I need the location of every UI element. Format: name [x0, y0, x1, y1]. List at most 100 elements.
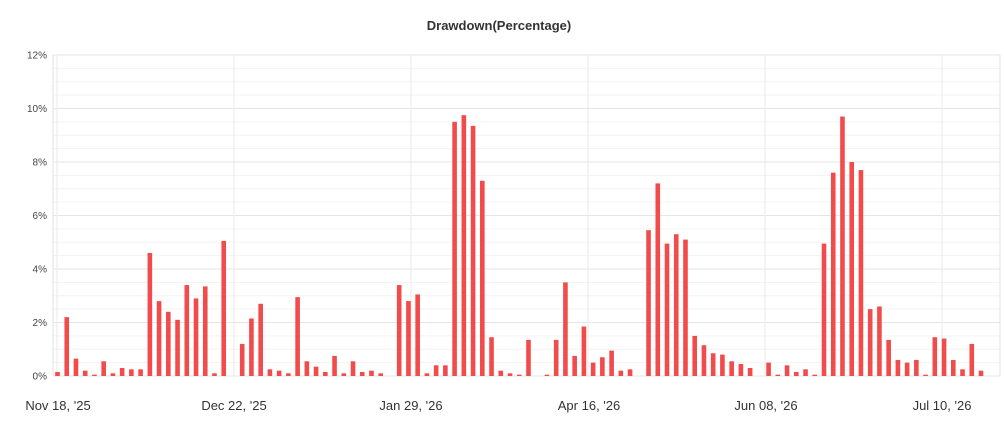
drawdown-bar — [82, 370, 88, 376]
drawdown-bar — [840, 116, 845, 376]
drawdown-bar — [249, 318, 254, 376]
drawdown-bar — [498, 370, 504, 376]
drawdown-bar — [830, 172, 836, 376]
drawdown-bar — [129, 369, 134, 376]
drawdown-bar — [73, 358, 79, 376]
chart-title: Drawdown(Percentage) — [427, 18, 571, 33]
drawdown-bar — [720, 354, 725, 376]
x-tick-label: Dec 22, '25 — [201, 398, 266, 413]
drawdown-bar — [803, 369, 808, 376]
drawdown-bar — [341, 373, 347, 376]
drawdown-bar — [175, 319, 180, 376]
y-tick-label: 6% — [33, 211, 48, 222]
drawdown-bar — [775, 374, 781, 376]
drawdown-bar — [590, 362, 596, 377]
drawdown-bar — [433, 365, 439, 376]
drawdown-bar — [600, 357, 605, 376]
drawdown-bar — [239, 343, 245, 376]
drawdown-bar — [276, 370, 282, 376]
drawdown-bar — [92, 374, 97, 376]
drawdown-bar — [664, 243, 670, 376]
drawdown-bar — [119, 367, 125, 376]
drawdown-bar — [951, 359, 956, 376]
drawdown-bar — [692, 335, 698, 377]
y-tick-label: 8% — [33, 158, 48, 169]
drawdown-bar — [516, 374, 522, 376]
drawdown-bar — [202, 286, 208, 376]
y-tick-label: 10% — [27, 104, 47, 115]
drawdown-bar — [480, 180, 485, 376]
drawdown-bar — [701, 345, 707, 376]
drawdown-bar — [553, 339, 559, 376]
drawdown-bar — [55, 371, 60, 376]
drawdown-bar — [359, 371, 365, 376]
drawdown-bar — [960, 369, 965, 376]
drawdown-bar — [609, 350, 614, 376]
drawdown-bar — [618, 370, 624, 376]
drawdown-bar — [378, 373, 384, 376]
drawdown-bar — [738, 363, 744, 376]
drawdown-bar — [969, 343, 975, 376]
x-tick-label: Nov 18, '25 — [25, 398, 90, 413]
drawdown-bar — [267, 369, 273, 376]
drawdown-bar — [138, 369, 143, 376]
x-tick-label: Jun 08, '26 — [734, 398, 797, 413]
drawdown-bar — [563, 282, 568, 377]
axes: 0% 2% 4% 6% 8% 10% 12% Nov 18, '25 Dec 22, '25 Ja… — [25, 51, 1001, 413]
drawdown-bar — [369, 370, 374, 376]
drawdown-bar — [295, 297, 300, 376]
drawdown-bar — [396, 285, 402, 376]
drawdown-bar — [452, 121, 457, 377]
drawdown-bar — [156, 301, 162, 376]
drawdown-bar — [313, 366, 319, 376]
drawdown-bar — [914, 359, 919, 376]
drawdown-bar — [110, 373, 116, 376]
drawdown-bar — [581, 326, 587, 376]
drawdown-bar — [323, 371, 328, 376]
drawdown-bar — [332, 355, 337, 376]
drawdown-bar — [193, 298, 199, 376]
drawdown-bar — [978, 370, 984, 376]
drawdown-bar — [406, 301, 411, 376]
drawdown-bar — [258, 303, 263, 376]
drawdown-bar — [221, 240, 227, 376]
drawdown-bar — [794, 371, 799, 376]
drawdown-bar — [710, 353, 716, 376]
drawdown-bar — [212, 373, 217, 376]
drawdown-bar — [147, 252, 153, 376]
y-tick-label: 0% — [33, 372, 48, 383]
drawdown-bar — [932, 337, 938, 376]
drawdown-bar — [729, 361, 734, 376]
drawdown-bar — [489, 337, 494, 376]
drawdown-bar — [304, 361, 310, 376]
drawdown-bar — [443, 365, 448, 376]
drawdown-bar — [673, 234, 679, 376]
y-tick-label: 4% — [33, 265, 48, 276]
drawdown-bar — [877, 306, 882, 376]
drawdown-bar — [544, 374, 550, 376]
x-tick-label: Apr 16, '26 — [558, 398, 620, 413]
drawdown-bar — [849, 162, 855, 376]
drawdown-bar — [747, 367, 753, 376]
drawdown-bar — [470, 125, 476, 376]
drawdown-bar — [895, 359, 901, 376]
drawdown-bar — [941, 338, 947, 376]
drawdown-bar — [655, 183, 661, 376]
drawdown-bar — [507, 373, 513, 376]
drawdown-bar — [286, 373, 291, 376]
drawdown-bar — [572, 355, 577, 376]
drawdown-bar — [461, 115, 467, 376]
drawdown-bar — [867, 309, 873, 377]
drawdown-bar — [784, 365, 790, 376]
drawdown-bar — [627, 369, 633, 376]
drawdown-bar — [904, 362, 910, 377]
drawdown-bar — [683, 239, 688, 376]
drawdown-bar — [858, 170, 864, 376]
drawdown-bar — [646, 230, 651, 376]
y-tick-label: 2% — [33, 318, 48, 329]
drawdown-bar — [415, 294, 420, 376]
drawdown-bar — [424, 373, 430, 376]
drawdown-bar — [812, 374, 818, 376]
